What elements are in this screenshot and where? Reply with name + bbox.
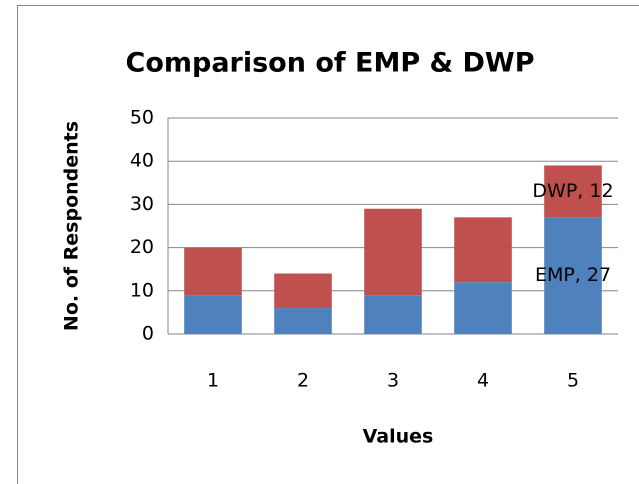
y-tick-label: 40 [130,150,154,172]
data-label: EMP, 27 [535,264,611,286]
y-tick-label: 10 [130,279,154,301]
x-tick-label: 3 [387,370,399,392]
chart-title: Comparison of EMP & DWP [126,48,535,79]
y-tick-label: 50 [130,107,154,129]
x-tick-label: 4 [477,370,489,392]
x-tick-label: 1 [207,370,219,392]
bar-segment [184,247,242,296]
y-tick-label: 20 [130,236,154,258]
bar-segment [274,273,332,309]
x-tick-label: 2 [297,370,309,392]
bar-segment [454,217,512,283]
bar-segment [454,282,512,334]
y-tick-label: 0 [142,323,154,345]
bar-segment [274,308,332,334]
x-tick-label: 5 [567,370,579,392]
bar-segment [544,217,602,334]
bar-segment [364,295,422,334]
bar-segment [544,165,602,218]
data-label: DWP, 12 [532,180,613,202]
y-tick-label: 30 [130,193,154,215]
y-axis-title: No. of Respondents [61,121,83,331]
bar-segment [184,295,242,334]
chart-frame [17,5,639,484]
x-axis-title: Values [363,426,434,448]
bar-segment [364,208,422,296]
